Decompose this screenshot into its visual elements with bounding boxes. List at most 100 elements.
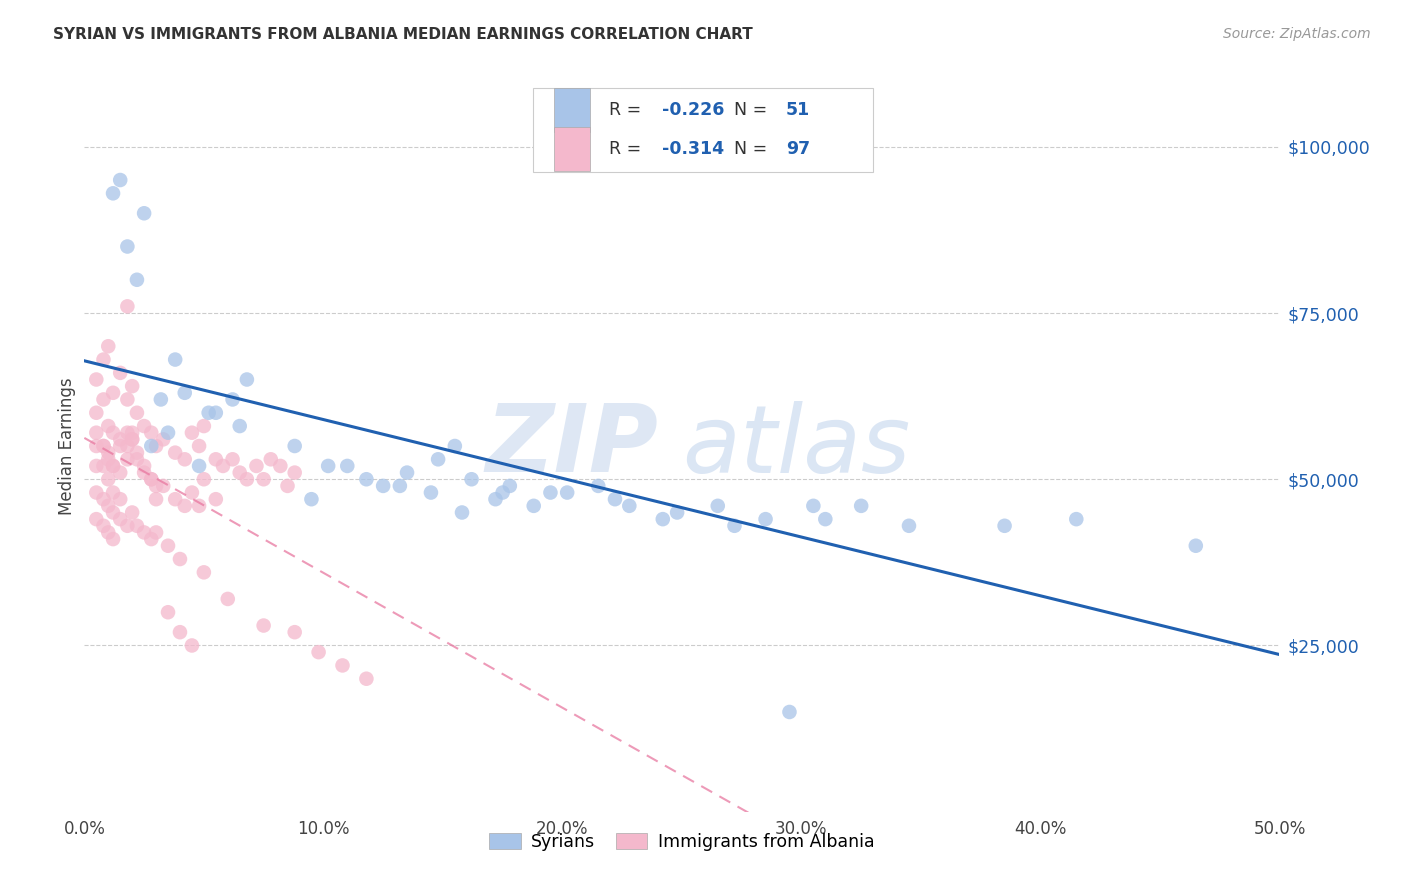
Point xyxy=(229,466,252,480)
Point xyxy=(132,419,156,434)
Point xyxy=(779,705,801,719)
Point xyxy=(101,458,124,473)
Point xyxy=(373,479,395,493)
Point xyxy=(110,512,132,526)
Point xyxy=(523,499,546,513)
Text: Source: ZipAtlas.com: Source: ZipAtlas.com xyxy=(1223,27,1371,41)
Point xyxy=(205,406,228,420)
Point xyxy=(603,492,626,507)
Point xyxy=(93,352,115,367)
Point xyxy=(165,352,187,367)
Point xyxy=(93,439,115,453)
Text: -0.314: -0.314 xyxy=(662,140,724,158)
Point xyxy=(181,485,204,500)
Point xyxy=(356,472,378,486)
Point xyxy=(188,499,211,513)
Point xyxy=(101,506,124,520)
Point xyxy=(221,452,243,467)
Point xyxy=(723,518,745,533)
Point xyxy=(284,439,307,453)
Point xyxy=(121,433,143,447)
Point xyxy=(125,518,148,533)
FancyBboxPatch shape xyxy=(554,127,591,171)
Point xyxy=(132,466,156,480)
Text: SYRIAN VS IMMIGRANTS FROM ALBANIA MEDIAN EARNINGS CORRELATION CHART: SYRIAN VS IMMIGRANTS FROM ALBANIA MEDIAN… xyxy=(53,27,754,42)
Text: N =: N = xyxy=(734,140,773,158)
Point xyxy=(396,466,419,480)
Point xyxy=(165,445,187,459)
Point xyxy=(141,425,163,440)
Point xyxy=(236,372,259,386)
Point xyxy=(540,485,562,500)
Point xyxy=(388,479,411,493)
Point xyxy=(666,506,689,520)
Text: ZIP: ZIP xyxy=(485,400,658,492)
Point xyxy=(236,472,259,486)
Point xyxy=(181,639,204,653)
Point xyxy=(193,566,215,580)
Text: -0.226: -0.226 xyxy=(662,102,724,120)
Point xyxy=(356,672,378,686)
Point xyxy=(86,372,108,386)
Point xyxy=(188,439,211,453)
Point xyxy=(193,472,215,486)
Point xyxy=(253,472,276,486)
Point xyxy=(141,439,163,453)
Point xyxy=(316,458,339,473)
Point xyxy=(205,492,228,507)
Point xyxy=(117,299,139,313)
Point xyxy=(117,425,139,440)
Text: 51: 51 xyxy=(786,102,810,120)
Point xyxy=(125,406,148,420)
Point xyxy=(444,439,467,453)
Point xyxy=(121,379,143,393)
Point xyxy=(499,479,522,493)
Point xyxy=(141,472,163,486)
Point xyxy=(427,452,450,467)
Point xyxy=(110,366,132,380)
FancyBboxPatch shape xyxy=(554,88,591,132)
Point xyxy=(157,425,180,440)
Text: R =: R = xyxy=(609,102,647,120)
Point xyxy=(308,645,330,659)
Point xyxy=(101,385,124,400)
Text: R =: R = xyxy=(609,140,647,158)
Point xyxy=(117,239,139,253)
Point xyxy=(93,439,115,453)
Point xyxy=(169,625,191,640)
Point xyxy=(86,458,108,473)
Point xyxy=(125,452,148,467)
Point xyxy=(117,392,139,407)
Point xyxy=(492,485,515,500)
Point xyxy=(149,392,172,407)
Point xyxy=(132,525,156,540)
Point xyxy=(86,512,108,526)
Point xyxy=(173,452,195,467)
Point xyxy=(707,499,730,513)
Point xyxy=(165,492,187,507)
Point xyxy=(97,472,120,486)
Point xyxy=(619,499,641,513)
Point xyxy=(93,458,115,473)
Point xyxy=(193,419,215,434)
Point xyxy=(93,492,115,507)
Point xyxy=(97,525,120,540)
Y-axis label: Median Earnings: Median Earnings xyxy=(58,377,76,515)
Point xyxy=(117,439,139,453)
Point xyxy=(93,518,115,533)
Point xyxy=(86,439,108,453)
Point xyxy=(277,479,299,493)
Point xyxy=(125,445,148,459)
Point xyxy=(301,492,323,507)
Point xyxy=(269,458,291,473)
Point xyxy=(898,518,921,533)
Point xyxy=(181,425,204,440)
Point xyxy=(814,512,837,526)
Point xyxy=(451,506,474,520)
Point xyxy=(217,591,239,606)
Point xyxy=(205,452,228,467)
Point xyxy=(97,499,120,513)
FancyBboxPatch shape xyxy=(533,87,873,171)
Point xyxy=(212,458,235,473)
Point xyxy=(145,439,167,453)
